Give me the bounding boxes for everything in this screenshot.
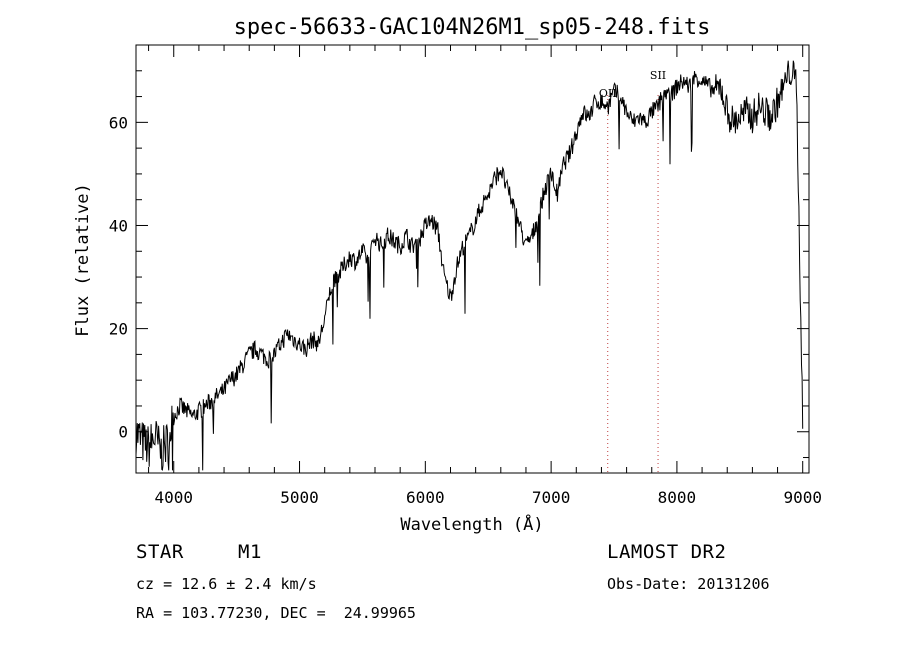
x-tick-label: 5000 <box>280 488 319 507</box>
object-class: STAR <box>136 541 184 563</box>
survey-name: LAMOST DR2 <box>607 541 727 563</box>
annotation-label: SII <box>650 69 666 82</box>
spectrum-chart: spec-56633-GAC104N26M1_sp05-248.fits 400… <box>73 15 822 535</box>
y-axis: 0 20 40 60 <box>109 44 809 459</box>
obs-date: Obs-Date: 20131206 <box>607 575 770 593</box>
x-tick-label: 6000 <box>406 488 445 507</box>
y-tick-label: 0 <box>118 423 128 442</box>
x-axis-label: Wavelength (Å) <box>400 513 543 535</box>
x-tick-label: 8000 <box>658 488 697 507</box>
y-tick-label: 60 <box>109 113 128 132</box>
object-subclass: M1 <box>238 541 262 563</box>
position-text: RA = 103.77230, DEC = 24.99965 <box>136 604 416 622</box>
y-tick-label: 20 <box>109 320 128 339</box>
plot-frame <box>135 44 810 474</box>
redshift-text: cz = 12.6 ± 2.4 km/s <box>136 575 317 593</box>
x-axis: 4000 5000 6000 7000 8000 9000 <box>148 45 822 507</box>
x-tick-label: 4000 <box>154 488 193 507</box>
spectrum-line <box>135 60 804 471</box>
x-tick-label: 7000 <box>532 488 571 507</box>
chart-title: spec-56633-GAC104N26M1_sp05-248.fits <box>234 15 711 40</box>
line-annotations: OII SII <box>599 69 666 473</box>
y-axis-label: Flux (relative) <box>73 183 93 337</box>
y-tick-label: 40 <box>109 216 128 235</box>
x-tick-label: 9000 <box>783 488 822 507</box>
annotation-label: OII <box>599 87 617 100</box>
